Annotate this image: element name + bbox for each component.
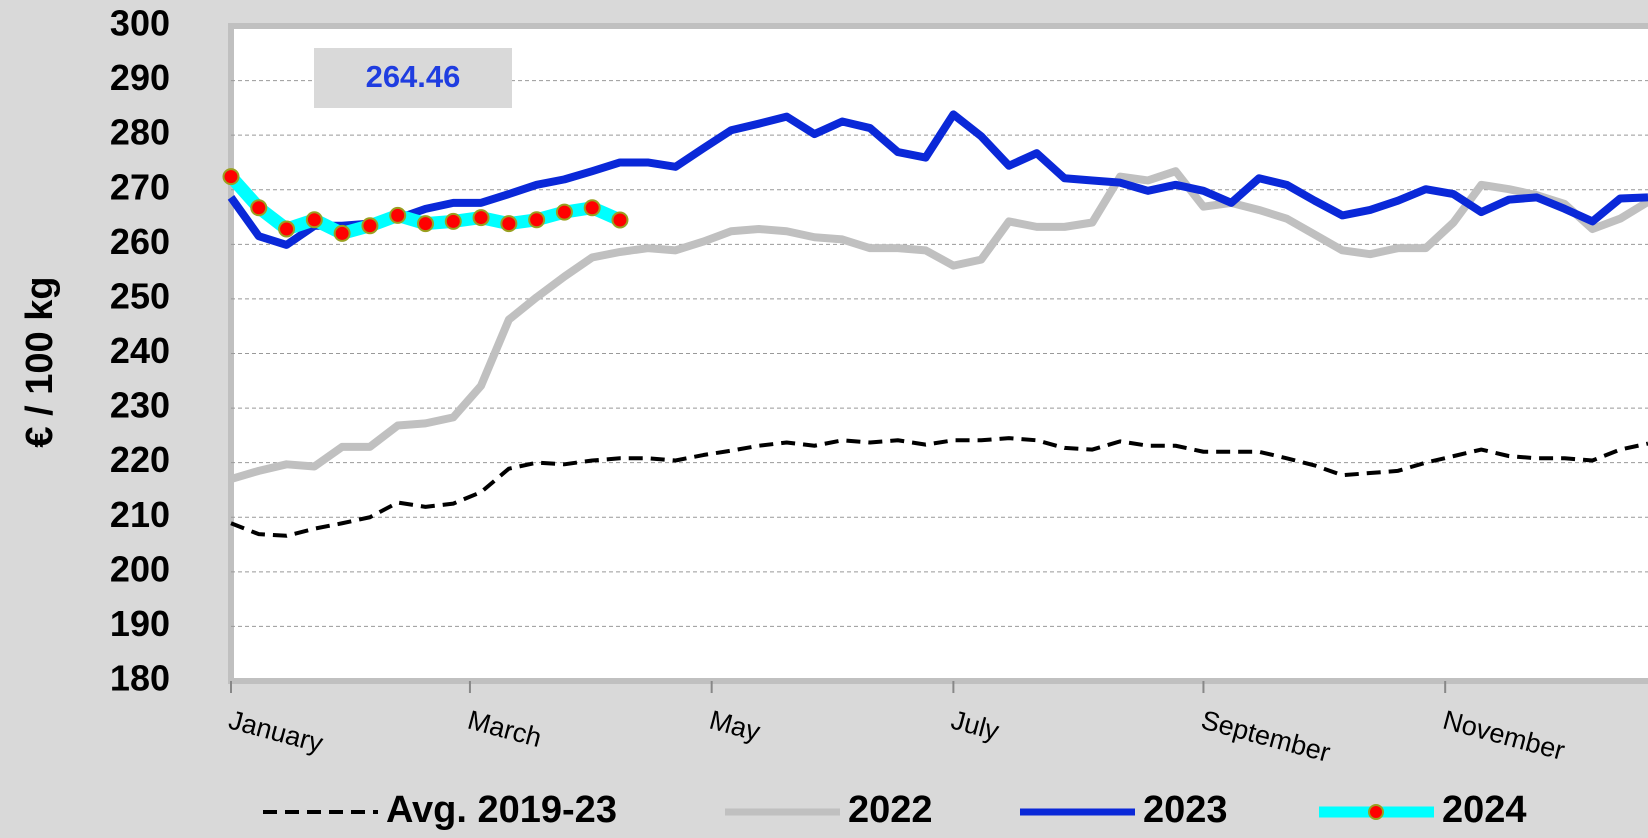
y-tick-label: 290 [110,57,170,98]
legend-marker [1368,804,1384,820]
series-marker [472,209,490,227]
series-marker [333,224,351,242]
y-tick-label: 230 [110,385,170,426]
y-tick-label: 250 [110,275,170,316]
y-axis-title: € / 100 kg [19,276,61,447]
series-marker [444,212,462,230]
legend-label: 2022 [848,789,933,831]
y-tick-label: 190 [110,603,170,644]
series-marker [222,168,240,186]
y-tick-label: 200 [110,548,170,589]
annotation-box [314,48,512,108]
y-tick-label: 220 [110,439,170,480]
series-marker [389,206,407,224]
series-marker [528,211,546,229]
series-marker [305,211,323,229]
y-tick-label: 240 [110,330,170,371]
y-tick-label: 260 [110,221,170,262]
series-marker [500,215,518,233]
series-marker [555,203,573,221]
y-tick-label: 280 [110,112,170,153]
series-marker [361,217,379,235]
series-marker [583,199,601,217]
series-marker [416,215,434,233]
annotation: 264.46 [366,59,461,94]
series-line [227,110,1648,249]
series-marker [250,199,268,217]
y-tick-label: 300 [110,3,170,44]
series-marker [611,211,629,229]
legend-label: 2023 [1143,789,1228,831]
series-line [229,167,1648,483]
y-tick-label: 270 [110,166,170,207]
y-tick-label: 210 [110,494,170,535]
series-marker [278,220,296,238]
legend-label: Avg. 2019-23 [386,789,617,831]
legend-label: 2024 [1442,789,1527,831]
y-tick-label: 180 [110,658,170,699]
series-line [230,436,1648,538]
